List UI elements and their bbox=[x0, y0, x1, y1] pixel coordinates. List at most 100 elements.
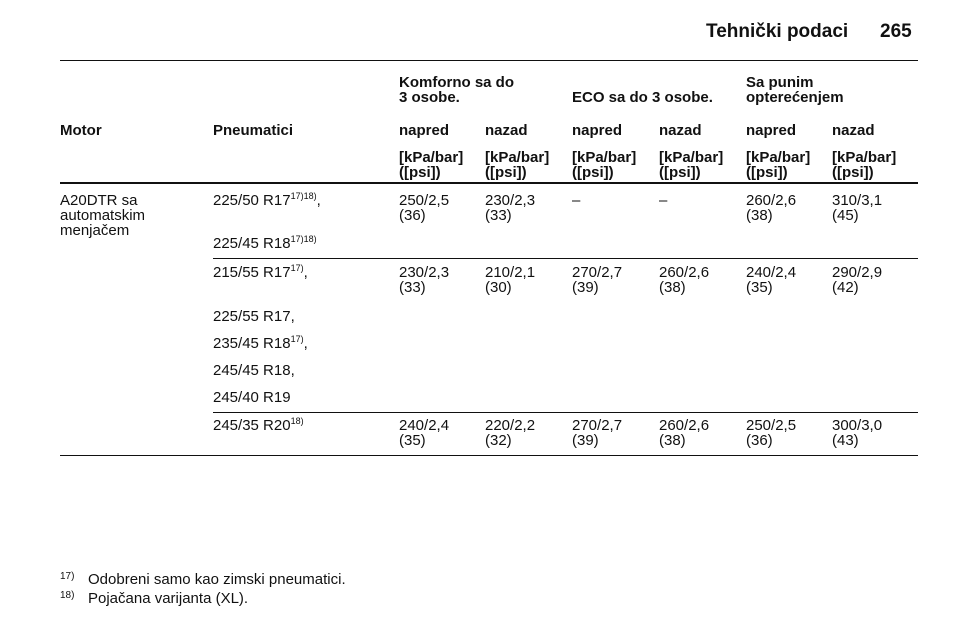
footnote-mark: 17) bbox=[60, 571, 75, 582]
pressure-cell: 250/2,5 bbox=[746, 417, 797, 434]
pressure-cell: (42) bbox=[832, 279, 859, 296]
tire-cell: 245/45 R18, bbox=[213, 363, 295, 378]
group-header: Sa punim bbox=[746, 74, 814, 91]
unit-header: [kPa/bar] bbox=[746, 149, 811, 166]
unit-header: [kPa/bar] bbox=[572, 149, 637, 166]
footnote-text: Odobreni samo kao zimski pneumatici. bbox=[88, 571, 346, 588]
tire-size: 245/40 R19 bbox=[213, 389, 291, 406]
pressure-cell: (39) bbox=[572, 432, 599, 449]
pressure-cell: (38) bbox=[746, 207, 773, 224]
column-header: napred bbox=[399, 122, 450, 139]
pressure-cell: 210/2,1 bbox=[485, 264, 536, 281]
pressure-cell: 260/2,6 bbox=[746, 192, 797, 209]
column-header: napred bbox=[746, 122, 797, 139]
punctuation: , bbox=[303, 264, 308, 281]
pressure-cell: 310/3,1 bbox=[832, 192, 883, 209]
pressure-cell: 240/2,4 bbox=[746, 264, 797, 281]
punctuation: , bbox=[290, 362, 295, 379]
pressure-cell: (32) bbox=[485, 432, 512, 449]
column-header: Pneumatici bbox=[213, 122, 294, 139]
group-header: Komforno sa do bbox=[399, 74, 514, 91]
tire-size: 215/55 R17 bbox=[213, 264, 291, 281]
tire-size: 225/50 R17 bbox=[213, 192, 291, 209]
header-title: Tehnički podaci bbox=[706, 21, 849, 42]
pressure-cell: (39) bbox=[572, 279, 599, 296]
column-header: nazad bbox=[659, 122, 702, 139]
pressure-cell: (36) bbox=[746, 432, 773, 449]
punctuation: , bbox=[290, 308, 295, 325]
pressure-cell: 220/2,2 bbox=[485, 417, 536, 434]
tire-cell: 225/50 R1717)18), bbox=[213, 191, 321, 209]
column-header: napred bbox=[572, 122, 623, 139]
pressure-cell: (30) bbox=[485, 279, 512, 296]
unit-header: ([psi]) bbox=[659, 164, 701, 181]
pressure-cell: 230/2,3 bbox=[399, 264, 450, 281]
tire-cell: 225/45 R1817)18) bbox=[213, 234, 317, 252]
pressure-cell: 240/2,4 bbox=[399, 417, 450, 434]
pressure-cell: (35) bbox=[746, 279, 773, 296]
unit-header: ([psi]) bbox=[399, 164, 441, 181]
pressure-cell: (38) bbox=[659, 279, 686, 296]
footnote-ref: 17) bbox=[290, 263, 304, 273]
group-header: opterećenjem bbox=[746, 89, 844, 106]
footnote-text: Pojačana varijanta (XL). bbox=[88, 590, 249, 607]
pressure-cell: (36) bbox=[399, 207, 426, 224]
rule bbox=[213, 258, 918, 259]
punctuation: , bbox=[303, 335, 308, 352]
footnote-ref: 17)18) bbox=[290, 234, 317, 244]
tire-size: 245/45 R18 bbox=[213, 362, 291, 379]
footnote-ref: 17) bbox=[290, 334, 304, 344]
pressure-cell: 230/2,3 bbox=[485, 192, 536, 209]
pressure-cell: 260/2,6 bbox=[659, 417, 710, 434]
motor-cell: A20DTR sa bbox=[60, 192, 138, 209]
pressure-cell: – bbox=[659, 192, 668, 209]
group-header: ECO sa do 3 osobe. bbox=[572, 89, 713, 106]
pressure-cell: 250/2,5 bbox=[399, 192, 450, 209]
pressure-cell: (33) bbox=[399, 279, 426, 296]
unit-header: [kPa/bar] bbox=[399, 149, 464, 166]
rule bbox=[60, 60, 918, 61]
unit-header: [kPa/bar] bbox=[659, 149, 724, 166]
pressure-cell: (43) bbox=[832, 432, 859, 449]
rule bbox=[60, 182, 918, 184]
pressure-cell: 260/2,6 bbox=[659, 264, 710, 281]
motor-cell: menjačem bbox=[60, 222, 130, 239]
rule bbox=[60, 455, 918, 456]
rule bbox=[213, 412, 918, 413]
unit-header: [kPa/bar] bbox=[832, 149, 897, 166]
punctuation: , bbox=[316, 192, 321, 209]
column-header: Motor bbox=[60, 122, 102, 139]
footnote-ref: 18) bbox=[290, 416, 304, 426]
pressure-cell: (38) bbox=[659, 432, 686, 449]
motor-cell: automatskim bbox=[60, 207, 146, 224]
column-header: nazad bbox=[832, 122, 875, 139]
pressure-cell: (33) bbox=[485, 207, 512, 224]
tire-size: 245/35 R20 bbox=[213, 417, 291, 434]
tire-cell: 245/35 R2018) bbox=[213, 416, 304, 434]
unit-header: ([psi]) bbox=[832, 164, 874, 181]
group-header: 3 osobe. bbox=[399, 89, 460, 106]
unit-header: [kPa/bar] bbox=[485, 149, 550, 166]
pressure-cell: (45) bbox=[832, 207, 859, 224]
footnote-mark: 18) bbox=[60, 590, 75, 601]
tire-cell: 235/45 R1817), bbox=[213, 334, 308, 352]
pressure-cell: 300/3,0 bbox=[832, 417, 883, 434]
tire-size: 225/55 R17 bbox=[213, 308, 291, 325]
column-header: nazad bbox=[485, 122, 528, 139]
unit-header: ([psi]) bbox=[746, 164, 788, 181]
tire-cell: 225/55 R17, bbox=[213, 309, 295, 324]
pressure-cell: (35) bbox=[399, 432, 426, 449]
tire-size: 235/45 R18 bbox=[213, 335, 291, 352]
pressure-cell: 290/2,9 bbox=[832, 264, 883, 281]
tire-size: 225/45 R18 bbox=[213, 235, 291, 252]
pressure-cell: 270/2,7 bbox=[572, 417, 623, 434]
unit-header: ([psi]) bbox=[485, 164, 527, 181]
unit-header: ([psi]) bbox=[572, 164, 614, 181]
pressure-cell: 270/2,7 bbox=[572, 264, 623, 281]
page-number: 265 bbox=[880, 21, 912, 42]
pressure-cell: – bbox=[572, 192, 581, 209]
footnote-ref: 17)18) bbox=[290, 191, 317, 201]
tire-cell: 245/40 R19 bbox=[213, 390, 291, 405]
tire-cell: 215/55 R1717), bbox=[213, 263, 308, 281]
